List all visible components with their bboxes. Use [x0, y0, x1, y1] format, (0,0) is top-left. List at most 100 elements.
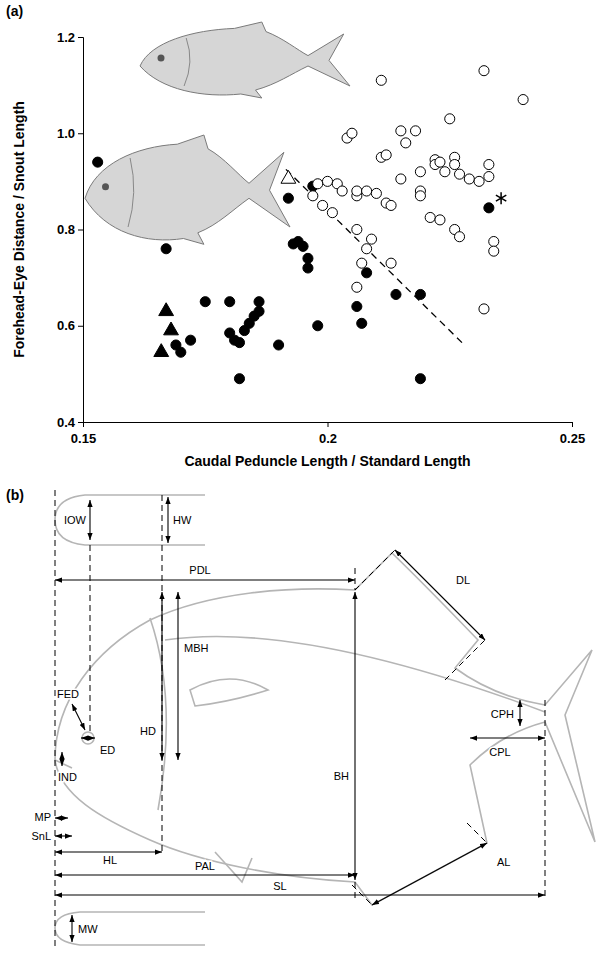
y-tick-label: 0.4	[57, 415, 76, 430]
measurement-arrow	[55, 894, 545, 895]
point-open-circle	[410, 126, 420, 136]
y-tick: 0.4	[57, 415, 83, 430]
point-open-circle	[322, 176, 332, 186]
mouth	[55, 760, 72, 768]
y-tick-mark	[78, 230, 83, 231]
point-circle	[303, 253, 313, 263]
point-open-circle	[518, 95, 528, 105]
measurement-label: IND	[58, 771, 77, 783]
measurement-label: SL	[273, 880, 286, 892]
point-open-circle	[425, 212, 435, 222]
point-open-circle	[362, 186, 372, 196]
point-circle	[161, 244, 171, 254]
point-open-circle	[313, 179, 323, 189]
measurement-label: HL	[103, 854, 117, 866]
y-tick-label: 0.8	[57, 222, 75, 237]
point-triangle	[164, 322, 179, 335]
measurement-label: CPL	[489, 746, 510, 758]
point-open-circle	[464, 174, 474, 184]
y-tick-mark	[78, 326, 83, 327]
x-tick-mark	[328, 422, 329, 427]
fish-illustration	[140, 22, 350, 98]
point-circle	[234, 338, 244, 348]
point-open-circle	[489, 236, 499, 246]
panel-label: (b)	[6, 487, 24, 503]
fish-illustrations	[85, 22, 350, 244]
measurement-label: DL	[456, 574, 470, 586]
point-open-circle	[440, 167, 450, 177]
point-open-circle	[454, 169, 464, 179]
measurement-label: AL	[497, 856, 510, 868]
x-tick-label: 0.2	[319, 431, 337, 446]
point-open-circle	[337, 186, 347, 196]
point-open-circle	[308, 191, 318, 201]
point-circle	[313, 321, 323, 331]
head-top-view	[55, 495, 205, 545]
measurement-label: SnL	[31, 830, 51, 842]
extension-line	[355, 550, 395, 590]
point-triangle	[159, 303, 174, 316]
measurement-arrow	[395, 550, 485, 640]
measurement-label: HD	[140, 725, 156, 737]
fish-eye	[158, 55, 165, 62]
fish-outline	[55, 553, 595, 905]
point-open-circle	[327, 208, 337, 218]
point-open-circle	[435, 215, 445, 225]
point-open-circle	[352, 282, 362, 292]
x-axis-line	[84, 423, 573, 428]
point-open-circle	[435, 157, 445, 167]
measurement-arrow	[354, 592, 355, 880]
point-circle	[415, 374, 425, 384]
measurement-arrow	[55, 817, 68, 818]
measurement-arrow	[72, 704, 85, 730]
point-circle	[283, 193, 293, 203]
point-open-circle	[489, 246, 499, 256]
gill-cover	[150, 618, 166, 810]
point-open-circle	[366, 234, 376, 244]
point-triangle	[154, 344, 169, 357]
measurement-label: PAL	[195, 860, 215, 872]
point-open-circle	[371, 188, 381, 198]
x-tick: 0.25	[560, 422, 585, 446]
reference-line	[355, 568, 356, 590]
point-circle	[225, 297, 235, 307]
x-tick: 0.2	[319, 422, 337, 446]
reference-line	[162, 545, 163, 852]
point-open-circle	[386, 200, 396, 210]
point-circle	[200, 297, 210, 307]
y-axis-line	[78, 38, 84, 423]
point-open-circle	[415, 191, 425, 201]
measurement-arrow	[55, 851, 162, 852]
y-axis-title: Forehead-Eye Distance / Snout Length	[11, 101, 27, 358]
point-open-triangle	[281, 170, 296, 183]
fish-gill	[128, 158, 134, 227]
pelvic-fin	[215, 852, 252, 882]
fish-gill	[184, 38, 190, 86]
measurement-arrow	[81, 737, 95, 738]
point-open-circle	[318, 200, 328, 210]
x-tick-label: 0.25	[560, 431, 585, 446]
point-open-circle	[386, 258, 396, 268]
point-circle	[352, 301, 362, 311]
measurement-label: ED	[100, 744, 115, 756]
measurement-arrow	[55, 579, 355, 580]
y-tick-mark	[78, 133, 83, 134]
measurement-arrow	[372, 843, 487, 905]
point-circle	[357, 318, 367, 328]
measurement-label: MP	[35, 811, 52, 823]
panel-label: (a)	[6, 3, 23, 19]
fish-eye	[102, 183, 109, 190]
x-tick-label: 0.15	[71, 431, 96, 446]
point-circle	[303, 263, 313, 273]
reference-line	[545, 700, 546, 900]
measurement-label: BH	[334, 770, 349, 782]
point-open-circle	[484, 172, 494, 182]
point-open-circle	[401, 138, 411, 148]
reference-line	[162, 495, 163, 545]
x-tick-mark	[572, 422, 573, 427]
point-circle	[234, 374, 244, 384]
reference-line	[90, 545, 91, 732]
point-open-circle	[376, 75, 386, 85]
point-open-circle	[479, 304, 489, 314]
y-tick: 0.6	[57, 318, 83, 333]
